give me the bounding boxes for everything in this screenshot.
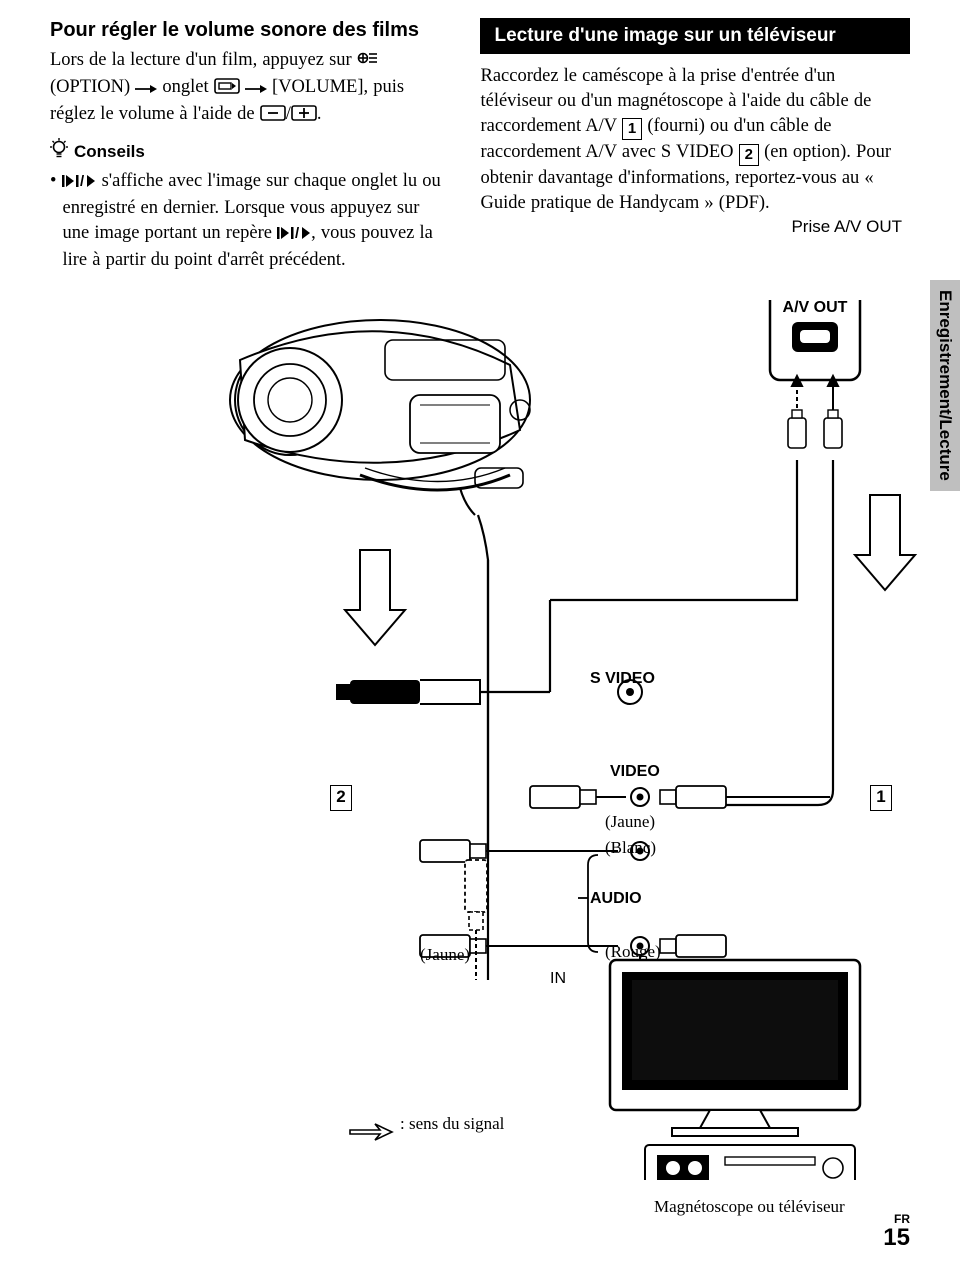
page-num-value: 15 [883, 1224, 910, 1251]
bullet-dot: • [50, 169, 56, 272]
box-2-diagram: 2 [330, 785, 352, 811]
connection-diagram: A/V OUT [50, 300, 930, 1198]
blanc-label: (Blanc) [605, 838, 656, 858]
text-before: Lors de la lecture d'un film, appuyez su… [50, 50, 357, 70]
left-heading: Pour régler le volume sonore des films [50, 18, 446, 42]
box-1-diagram: 1 [870, 785, 892, 811]
left-paragraph: Lors de la lecture d'un film, appuyez su… [50, 48, 446, 128]
box-2-inline: 2 [739, 144, 759, 166]
plus-box-icon [291, 104, 317, 129]
arrow-icon [135, 77, 157, 102]
callout-heading: Lecture d'une image sur un téléviseur [480, 18, 910, 54]
rouge-label: (Rouge) [605, 942, 661, 962]
prise-label: Prise A/V OUT [480, 217, 902, 237]
in-label: IN [550, 970, 566, 988]
text-onglet: onglet [162, 77, 213, 97]
tab-icon [214, 77, 240, 102]
signal-flow-label: : sens du signal [400, 1114, 504, 1134]
page-number: FR 15 [883, 1212, 910, 1250]
svideo-label: S VIDEO [590, 670, 655, 688]
device-label: Magnétoscope ou téléviseur [654, 1196, 845, 1217]
period: . [317, 104, 322, 124]
side-tab: Enregistrement/Lecture [930, 280, 960, 491]
play-pause-icon: / [62, 171, 96, 196]
option-icon [357, 50, 377, 75]
tip-bullet: • / s'affiche avec l'image sur chaque on… [50, 169, 446, 272]
bulb-icon [50, 138, 68, 165]
jaune-label-1: (Jaune) [605, 812, 655, 832]
play-pause-icon-2: / [277, 223, 311, 248]
video-label: VIDEO [610, 763, 660, 781]
svg-text:A/V OUT: A/V OUT [783, 300, 848, 316]
audio-label: AUDIO [590, 890, 642, 908]
right-paragraph: Raccordez le caméscope à la prise d'entr… [480, 64, 910, 215]
conseils-label: Conseils [74, 142, 145, 162]
minus-box-icon [260, 104, 286, 129]
svg-text:/: / [295, 226, 300, 240]
jaune-label-2: (Jaune) [420, 945, 470, 965]
box-1-inline: 1 [622, 118, 642, 140]
arrow-icon-2 [245, 77, 267, 102]
conseils-row: Conseils [50, 138, 446, 165]
text-option: (OPTION) [50, 77, 135, 97]
svg-text:/: / [80, 174, 85, 188]
